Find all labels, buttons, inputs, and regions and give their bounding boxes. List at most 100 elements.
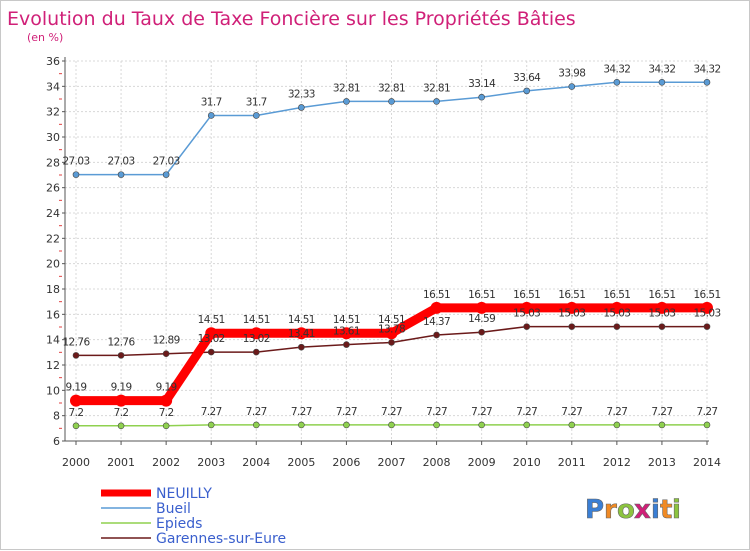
y-tick-label: 16 — [46, 308, 60, 321]
data-point — [478, 93, 485, 101]
data-label: 14.37 — [423, 316, 450, 328]
data-point — [117, 422, 125, 430]
data-point — [298, 343, 305, 351]
data-point — [388, 98, 395, 105]
data-point — [252, 421, 260, 429]
x-tick-label: 2006 — [332, 456, 360, 469]
data-point — [478, 328, 485, 336]
data-point — [610, 301, 623, 314]
x-tick-label: 2007 — [378, 456, 406, 469]
data-label: 32.81 — [333, 82, 360, 94]
chart-subtitle: (en %) — [27, 31, 63, 44]
y-tick-label: 22 — [46, 232, 60, 245]
data-point — [523, 87, 531, 95]
legend-label: NEUILLY — [156, 486, 212, 502]
logo-letter: o — [617, 495, 635, 525]
data-label: 16.51 — [603, 289, 630, 301]
data-label: 9.19 — [111, 382, 132, 394]
logo-letter: i — [651, 495, 660, 525]
x-tick-label: 2013 — [648, 456, 676, 469]
data-label: 7.27 — [606, 406, 627, 418]
data-label: 13.61 — [333, 326, 360, 338]
data-point — [433, 421, 440, 429]
data-point — [252, 112, 260, 119]
legend-label: Garennes-sur-Eure — [156, 531, 286, 547]
data-point — [523, 323, 531, 330]
data-point — [298, 421, 305, 429]
data-label: 14.51 — [288, 314, 315, 326]
data-label: 14.51 — [198, 314, 225, 326]
data-label: 31.7 — [246, 96, 267, 108]
data-label: 15.03 — [693, 308, 720, 320]
data-point — [250, 327, 263, 340]
data-label: 15.03 — [513, 308, 540, 320]
data-point — [613, 323, 621, 330]
data-label: 7.2 — [114, 407, 129, 419]
data-point — [568, 421, 576, 429]
data-label: 7.27 — [697, 406, 718, 418]
logo-letter: i — [672, 495, 681, 525]
data-label: 32.81 — [423, 82, 450, 94]
data-point — [207, 421, 215, 429]
y-tick-label: 34 — [46, 80, 60, 93]
logo-letter: x — [634, 495, 651, 525]
data-point — [703, 323, 711, 330]
data-label: 7.27 — [381, 406, 402, 418]
x-tick-label: 2010 — [513, 456, 541, 469]
data-point — [117, 352, 125, 359]
data-point — [701, 301, 713, 314]
data-label: 15.03 — [603, 308, 630, 320]
data-label: 7.27 — [201, 406, 222, 418]
chart-title: Evolution du Taux de Taxe Foncière sur l… — [7, 8, 576, 30]
data-label: 34.32 — [693, 63, 720, 75]
x-tick-label: 2014 — [693, 456, 721, 469]
data-point — [115, 394, 128, 407]
x-tick-label: 2008 — [423, 456, 451, 469]
legend-label: Epieds — [156, 516, 202, 532]
y-tick-label: 30 — [46, 131, 60, 144]
data-point — [162, 422, 170, 430]
data-point — [72, 352, 80, 359]
data-point — [388, 339, 395, 346]
data-label: 14.51 — [378, 314, 405, 326]
data-point — [72, 422, 80, 430]
x-tick-label: 2011 — [558, 456, 586, 469]
data-point — [162, 350, 170, 358]
data-label: 7.27 — [246, 406, 267, 418]
data-labels-layer: 27.03 27.03 27.03 31.7 31.7 32.33 32.81 32.81 32… — [62, 63, 721, 419]
data-label: 27.03 — [153, 156, 180, 168]
data-point — [160, 394, 173, 407]
data-point — [565, 301, 578, 314]
legend-label: Bueil — [156, 501, 191, 517]
data-point — [295, 327, 308, 340]
x-tick-label: 2002 — [152, 456, 180, 469]
y-tick-label: 26 — [46, 182, 60, 195]
x-tick-label: 2009 — [468, 456, 496, 469]
logo-letter: t — [660, 495, 672, 525]
data-label: 7.27 — [426, 406, 447, 418]
data-label: 34.32 — [648, 63, 675, 75]
grid-layer — [65, 60, 709, 442]
data-label: 12.76 — [62, 336, 90, 348]
data-label: 16.51 — [558, 289, 585, 301]
y-tick-label: 36 — [46, 55, 60, 68]
data-point — [475, 301, 488, 314]
data-label: 7.27 — [561, 406, 582, 418]
data-label: 16.51 — [693, 289, 720, 301]
data-point — [298, 104, 305, 111]
data-point — [343, 421, 350, 429]
data-point — [252, 348, 260, 356]
data-label: 15.03 — [648, 308, 675, 320]
data-label: 7.27 — [516, 406, 537, 418]
data-point — [343, 98, 350, 105]
data-point — [205, 327, 218, 340]
x-tick-label: 2012 — [603, 456, 631, 469]
data-point — [72, 171, 80, 178]
data-point — [613, 421, 621, 429]
data-point — [433, 98, 440, 105]
y-tick-label: 14 — [46, 334, 60, 347]
data-point — [207, 348, 215, 356]
